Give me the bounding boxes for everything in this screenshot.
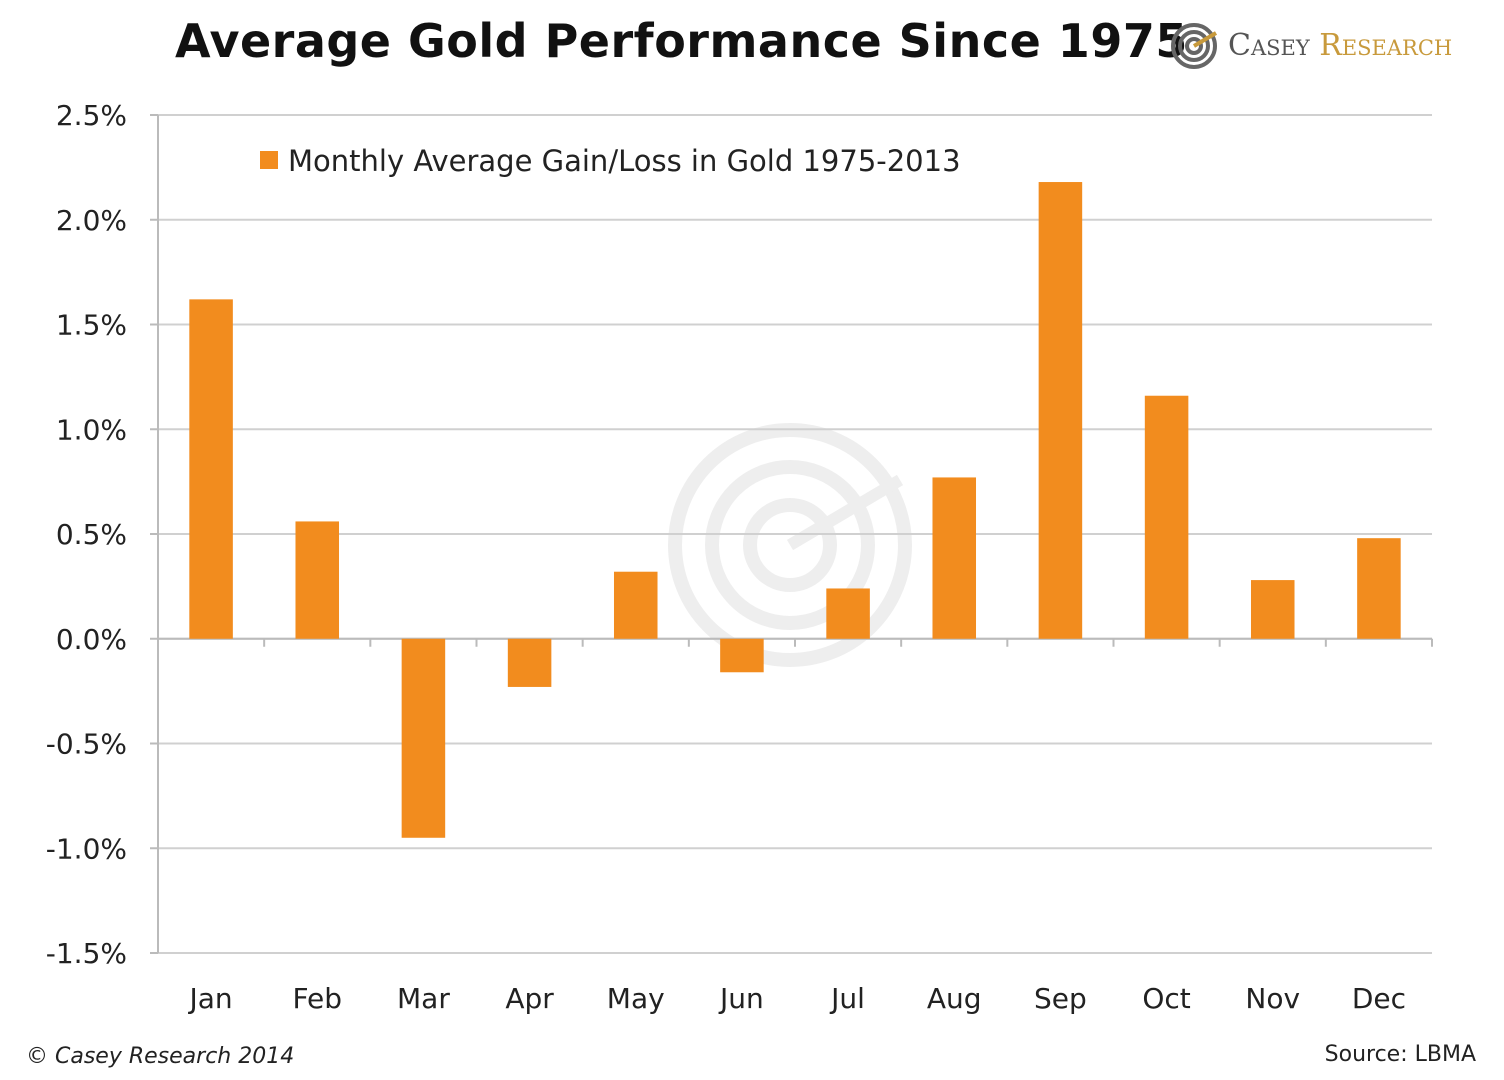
x-tick-label: Mar: [397, 982, 450, 1015]
y-axis: 2.5% 2.0% 1.5% 1.0% 0.5% 0.0% -0.5% -1.0% -1.5%: [46, 99, 159, 970]
x-tick-label: Sep: [1034, 982, 1087, 1015]
chart-title: Average Gold Performance Since 1975: [175, 14, 1188, 68]
swirl-logo-icon: [1171, 23, 1218, 69]
bar-jan: [189, 299, 233, 639]
y-tick-label: -0.5%: [46, 728, 127, 761]
copyright-text: © Casey Research 2014: [26, 1044, 295, 1069]
bar-feb: [295, 521, 340, 639]
legend-swatch: [260, 151, 278, 169]
x-tick-label: Jun: [718, 982, 764, 1015]
bar-jun: [720, 638, 764, 673]
source-text: Source: LBMA: [1324, 1042, 1476, 1067]
x-tick-label: Apr: [505, 982, 554, 1015]
x-tick-label: Aug: [927, 982, 982, 1015]
x-tick-label: May: [607, 982, 665, 1015]
y-tick-label: 0.0%: [56, 623, 127, 656]
y-tick-label: 2.5%: [56, 99, 127, 132]
x-axis: Jan Feb Mar Apr May Jun Jul Aug Sep Oct Nov Dec: [157, 637, 1433, 1015]
x-tick-label: Feb: [292, 982, 342, 1015]
brand-logo: Casey Research: [1170, 20, 1452, 70]
brand-word-research: Research: [1319, 27, 1453, 63]
bar-may: [613, 571, 658, 639]
x-tick-label: Jan: [187, 982, 232, 1015]
legend: Monthly Average Gain/Loss in Gold 1975-2…: [260, 144, 961, 178]
y-tick-label: 0.5%: [56, 518, 127, 551]
brand-name: Casey Research: [1228, 28, 1452, 63]
bar-dec: [1357, 538, 1401, 639]
bar-nov: [1250, 580, 1295, 639]
y-tick-label: 2.0%: [56, 204, 127, 237]
bar-mar: [401, 638, 446, 838]
legend-label: Monthly Average Gain/Loss in Gold 1975-2…: [288, 144, 961, 178]
x-tick-label: Oct: [1142, 982, 1190, 1015]
bar-jul: [826, 588, 870, 639]
y-tick-label: -1.5%: [46, 937, 127, 970]
brand-word-casey: Casey: [1228, 27, 1310, 63]
bar-aug: [932, 477, 977, 639]
x-tick-label: Dec: [1352, 982, 1406, 1015]
x-tick-label: Nov: [1245, 982, 1300, 1015]
bar-sep: [1038, 182, 1083, 639]
y-tick-label: 1.0%: [56, 413, 127, 446]
watermark-swirl-icon: [668, 423, 912, 667]
bar-oct: [1144, 395, 1189, 639]
y-tick-label: 1.5%: [56, 309, 127, 342]
bars: [189, 182, 1401, 838]
x-tick-label: Jul: [829, 982, 865, 1015]
y-tick-label: -1.0%: [46, 832, 127, 865]
bar-apr: [507, 638, 552, 687]
grid-lines: [158, 114, 1432, 954]
